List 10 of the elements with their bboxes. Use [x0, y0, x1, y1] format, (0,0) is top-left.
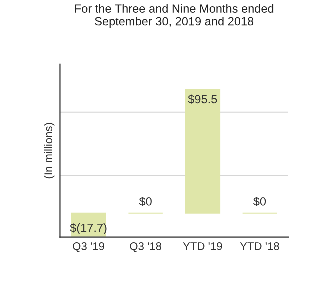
data-label: $(17.7): [70, 223, 107, 235]
y-axis-title: (In millions): [44, 123, 55, 179]
x-tick-label: Q3 '18: [130, 242, 162, 252]
x-tick-label: Q3 '19: [73, 242, 104, 252]
chart-title: For the Three and Nine Months ended September 30, 2019 and 2018: [75, 4, 274, 28]
data-label: $95.5: [188, 94, 218, 104]
data-label: $0: [139, 197, 152, 207]
data-label: $0: [254, 197, 266, 207]
x-tick-label: YTD '18: [240, 242, 280, 250]
x-tick-label: YTD '19: [183, 242, 222, 250]
